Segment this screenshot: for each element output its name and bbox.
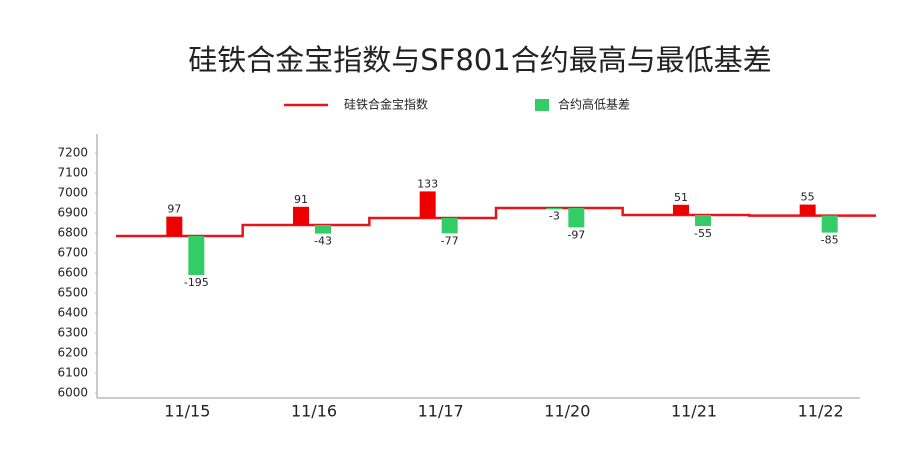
legend-label: 合约高低基差 — [558, 97, 630, 112]
basis-bar — [821, 215, 838, 233]
x-tick-label: 11/15 — [164, 402, 210, 421]
value-label: 133 — [417, 177, 438, 190]
basis-bar — [293, 206, 309, 225]
value-label: -77 — [441, 234, 459, 247]
value-label: -85 — [821, 234, 839, 247]
y-tick-label: 7000 — [57, 186, 88, 200]
basis-bar — [166, 216, 183, 236]
x-tick-label: 11/20 — [544, 402, 590, 421]
index-line — [116, 206, 876, 238]
basis-bar — [546, 208, 563, 209]
legend-bar-swatch — [535, 99, 549, 111]
y-tick-label: 6600 — [57, 266, 88, 280]
y-tick-label: 6500 — [57, 286, 88, 300]
legend-label: 硅铁合金宝指数 — [344, 97, 428, 112]
y-tick-label: 6900 — [57, 206, 88, 220]
basis-bar — [568, 208, 585, 228]
y-tick-label: 6100 — [57, 366, 88, 380]
value-label: 55 — [801, 191, 815, 204]
basis-bar — [188, 236, 205, 275]
value-label: 97 — [167, 203, 181, 216]
chart-title: 硅铁合金宝指数与SF801合约最高与最低基差 — [188, 43, 771, 77]
basis-bar — [673, 204, 689, 215]
x-tick-label: 11/22 — [798, 402, 844, 421]
y-tick-label: 6800 — [57, 226, 88, 240]
y-tick-label: 6200 — [57, 346, 88, 360]
y-tick-label: 7200 — [57, 146, 88, 160]
value-label: -97 — [567, 228, 585, 241]
y-tick-label: 6000 — [57, 386, 88, 400]
value-label: -55 — [694, 227, 712, 240]
basis-bar — [419, 191, 436, 218]
basis-bar — [315, 225, 331, 234]
value-label: -195 — [184, 276, 209, 289]
value-label: 91 — [294, 193, 308, 206]
basis-bar — [695, 215, 711, 226]
y-tick-label: 6300 — [57, 326, 88, 340]
value-label: 51 — [674, 191, 688, 204]
x-tick-label: 11/21 — [671, 402, 717, 421]
basis-bar — [441, 218, 458, 234]
y-tick-label: 6700 — [57, 246, 88, 260]
basis-bar — [799, 204, 816, 216]
y-tick-label: 6400 — [57, 306, 88, 320]
value-label: -43 — [314, 235, 332, 248]
x-tick-label: 11/17 — [418, 402, 464, 421]
y-tick-label: 7100 — [57, 166, 88, 180]
value-label: -3 — [549, 210, 560, 223]
x-tick-label: 11/16 — [291, 402, 337, 421]
